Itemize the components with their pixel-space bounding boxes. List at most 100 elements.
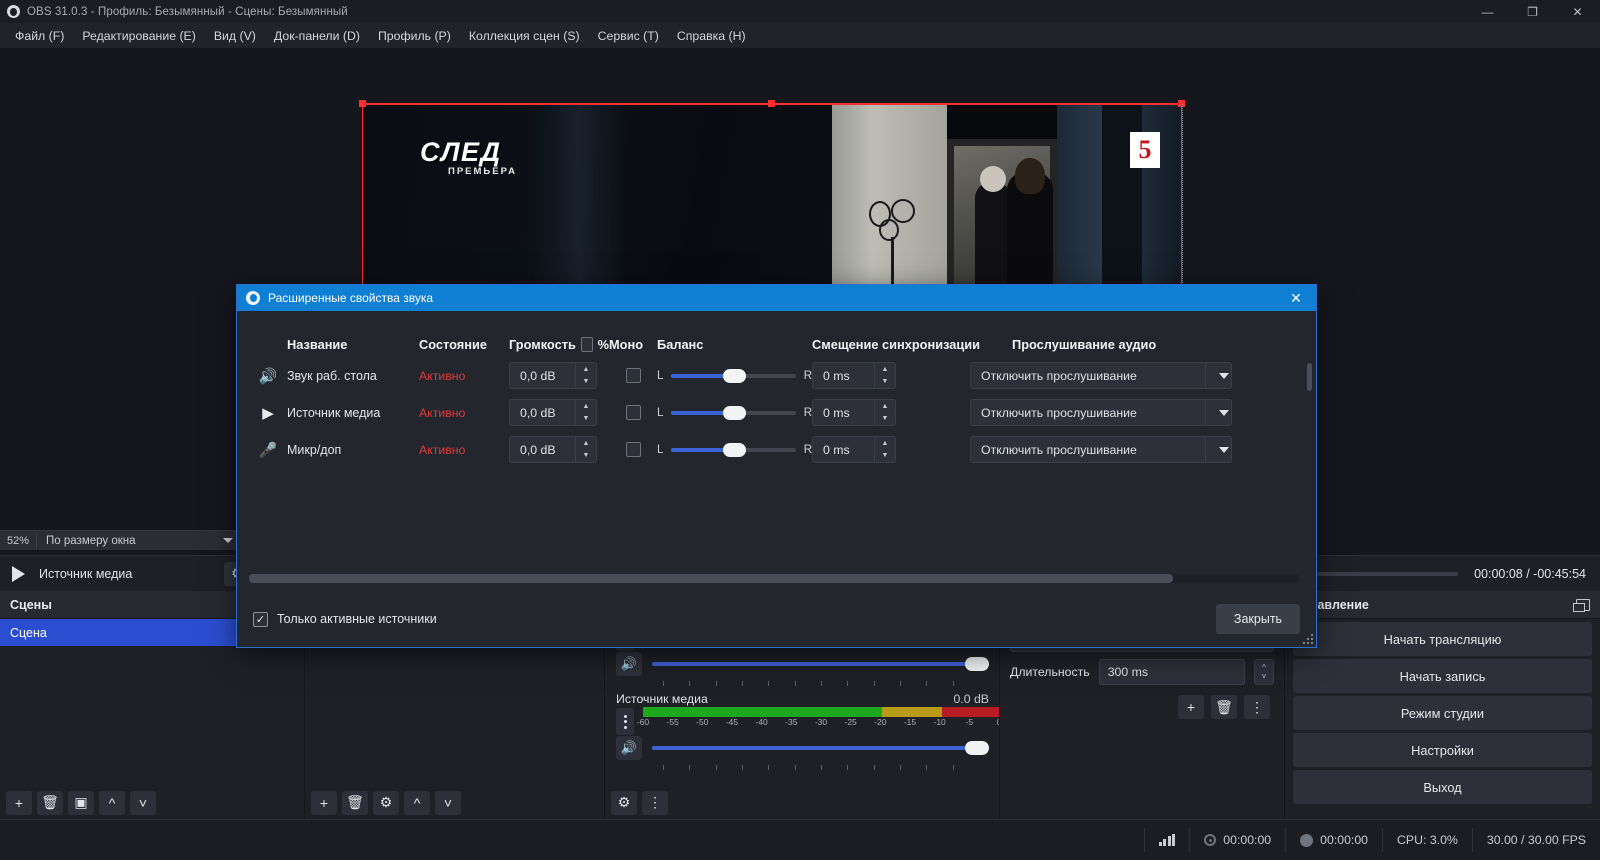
divider xyxy=(36,533,38,548)
sync-offset-stepper[interactable]: ▲ ▼ xyxy=(874,436,896,463)
chevron-down-icon[interactable] xyxy=(1205,363,1231,388)
dialog-close-icon[interactable]: ✕ xyxy=(1290,289,1302,306)
preview-scale-bar[interactable]: 52% По размеру окна xyxy=(0,530,242,550)
start-recording-button[interactable]: Начать запись xyxy=(1293,659,1592,693)
balance-knob[interactable] xyxy=(722,405,746,420)
active-sources-only-checkbox[interactable]: ✓ xyxy=(253,611,268,627)
balance-knob[interactable] xyxy=(722,368,746,383)
add-source-button[interactable]: + xyxy=(311,790,337,815)
mixer-volume-knob[interactable] xyxy=(965,657,989,671)
sync-offset-input[interactable]: 0 ms xyxy=(812,399,874,426)
duration-stepper[interactable]: ^ ˅ xyxy=(1254,659,1274,685)
exit-button[interactable]: Выход xyxy=(1293,770,1592,804)
selection-handle-top-center[interactable] xyxy=(768,100,775,107)
volume-stepper[interactable]: ▲ ▼ xyxy=(575,362,597,389)
monitoring-select[interactable]: Отключить прослушивание xyxy=(970,436,1232,463)
mixer-menu-button[interactable]: ⋮ xyxy=(642,790,668,815)
menu-docks[interactable]: Док-панели (D) xyxy=(273,28,360,43)
header-mono: Моно xyxy=(609,336,644,352)
remove-source-button[interactable]: 🗑 xyxy=(342,790,368,815)
remove-scene-button[interactable]: 🗑 xyxy=(37,790,63,815)
menu-file[interactable]: Файл (F) xyxy=(15,28,65,43)
mono-checkbox[interactable] xyxy=(625,442,641,457)
monitoring-select[interactable]: Отключить прослушивание xyxy=(970,362,1232,389)
selection-handle-top-right[interactable] xyxy=(1178,100,1185,107)
status-signal xyxy=(1143,828,1190,852)
move-source-down-button[interactable]: ˅ xyxy=(435,790,461,815)
media-timecode: 00:00:08 / -00:45:54 xyxy=(1474,566,1586,581)
mixer-volume-knob[interactable] xyxy=(965,741,989,755)
add-transition-button[interactable]: + xyxy=(1178,695,1204,719)
mixer-advanced-properties-button[interactable]: ⚙ xyxy=(611,790,637,815)
balance-knob[interactable] xyxy=(722,442,746,457)
volume-field-group: 0,0 dB ▲ ▼ xyxy=(509,399,609,426)
scene-filters-button[interactable]: ▣ xyxy=(68,790,94,815)
float-dock-icon[interactable] xyxy=(1573,598,1590,612)
menu-tools[interactable]: Сервис (T) xyxy=(597,28,659,43)
mixer-level-meter xyxy=(643,707,999,717)
balance-slider[interactable] xyxy=(671,368,796,383)
record-time-label: 00:00:00 xyxy=(1320,833,1369,847)
settings-button[interactable]: Настройки xyxy=(1293,733,1592,767)
chevron-down-icon[interactable] xyxy=(223,538,233,543)
menu-help[interactable]: Справка (H) xyxy=(676,28,746,43)
source-state: Активно xyxy=(419,368,466,383)
window-controls: — ❐ ✕ xyxy=(1465,0,1600,23)
mixer-volume-slider[interactable] xyxy=(652,741,989,755)
menu-view[interactable]: Вид (V) xyxy=(213,28,256,43)
mono-checkbox[interactable] xyxy=(625,368,641,383)
volume-input[interactable]: 0,0 dB xyxy=(509,436,575,463)
volume-input[interactable]: 0,0 dB xyxy=(509,362,575,389)
sync-offset-stepper[interactable]: ▲ ▼ xyxy=(874,362,896,389)
dialog-vertical-scrollbar[interactable] xyxy=(1307,363,1312,391)
minimize-button[interactable]: — xyxy=(1481,4,1494,19)
move-scene-down-button[interactable]: ˅ xyxy=(130,790,156,815)
speaker-icon[interactable]: 🔊 xyxy=(616,652,642,676)
speaker-icon[interactable]: 🔊 xyxy=(616,736,642,760)
add-scene-button[interactable]: + xyxy=(6,790,32,815)
remove-transition-button[interactable]: 🗑 xyxy=(1211,695,1237,719)
volume-stepper[interactable]: ▲ ▼ xyxy=(575,436,597,463)
monitoring-cell: Отключить прослушивание xyxy=(970,399,1258,426)
menu-profile[interactable]: Профиль (P) xyxy=(377,28,451,43)
percent-mode-checkbox[interactable] xyxy=(580,336,593,352)
close-window-button[interactable]: ✕ xyxy=(1572,4,1583,19)
start-streaming-button[interactable]: Начать трансляцию xyxy=(1293,622,1592,656)
move-scene-up-button[interactable]: ^ xyxy=(99,790,125,815)
active-sources-only-row[interactable]: ✓ Только активные источники xyxy=(253,611,437,627)
monitoring-value: Отключить прослушивание xyxy=(981,405,1137,420)
restore-button[interactable]: ❐ xyxy=(1527,4,1538,19)
obs-logo-icon xyxy=(7,5,20,18)
mono-checkbox[interactable] xyxy=(625,405,641,420)
play-icon[interactable] xyxy=(12,565,25,582)
studio-mode-button[interactable]: Режим студии xyxy=(1293,696,1592,730)
move-source-up-button[interactable]: ^ xyxy=(404,790,430,815)
sync-offset-input[interactable]: 0 ms xyxy=(812,362,874,389)
mixer-channel: Источник медиа 0.0 dB -60 -55 -50 -45 -40 -3… xyxy=(605,688,999,772)
transition-duration-row: Длительность 300 ms ^ ˅ xyxy=(1000,652,1284,685)
mono-cell xyxy=(609,368,657,383)
balance-slider[interactable] xyxy=(671,442,796,457)
balance-slider[interactable] xyxy=(671,405,796,420)
mixer-meter-line: -60-55-50 -45-40-35 -30-25-20 -15-10-5 0 xyxy=(605,707,999,735)
chevron-down-icon[interactable] xyxy=(1205,400,1231,425)
transition-menu-button[interactable]: ⋮ xyxy=(1244,695,1270,719)
sync-offset-stepper[interactable]: ▲ ▼ xyxy=(874,399,896,426)
balance-left-label: L xyxy=(657,369,664,382)
sync-offset-input[interactable]: 0 ms xyxy=(812,436,874,463)
volume-input[interactable]: 0,0 dB xyxy=(509,399,575,426)
duration-input[interactable]: 300 ms xyxy=(1098,659,1245,685)
dialog-horizontal-scrollbar[interactable] xyxy=(249,574,1299,583)
chevron-down-icon[interactable] xyxy=(1205,437,1231,462)
menu-edit[interactable]: Редактирование (E) xyxy=(82,28,196,43)
header-volume-group: Громкость % xyxy=(509,336,609,352)
mixer-volume-slider[interactable] xyxy=(652,657,989,671)
volume-stepper[interactable]: ▲ ▼ xyxy=(575,399,597,426)
mixer-menu-icon[interactable] xyxy=(616,708,634,735)
dialog-close-button[interactable]: Закрыть xyxy=(1216,604,1300,634)
selection-handle-top-left[interactable] xyxy=(359,100,366,107)
menu-scene-collection[interactable]: Коллекция сцен (S) xyxy=(468,28,580,43)
dialog-resize-grip[interactable] xyxy=(1303,634,1313,644)
monitoring-select[interactable]: Отключить прослушивание xyxy=(970,399,1232,426)
source-properties-button[interactable]: ⚙ xyxy=(373,790,399,815)
